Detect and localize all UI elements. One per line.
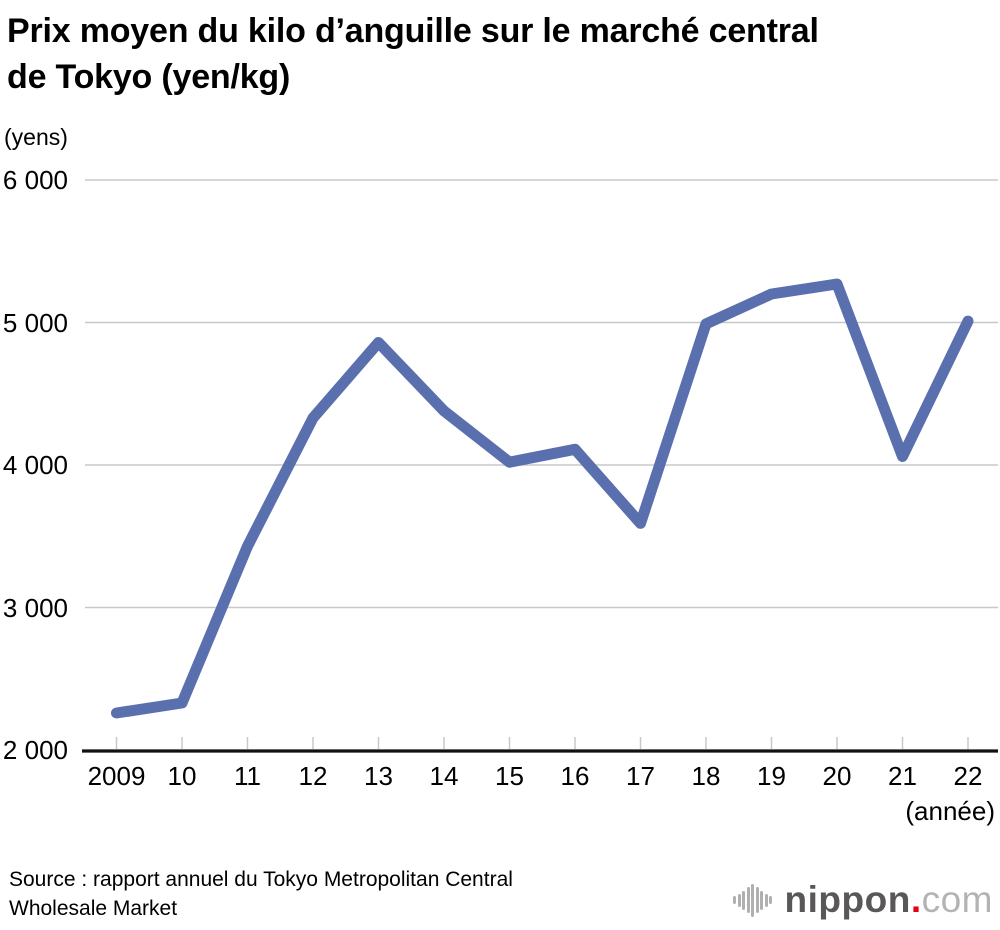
source-line2: Wholesale Market [9,897,178,920]
logo-dot: . [910,879,922,920]
y-tick-label-2000: 2 000 [2,735,68,765]
soundwave-bar [755,887,759,913]
nippon-logo: nippon.com [733,877,993,923]
soundwave-bar [733,896,737,904]
x-tick-label-2015: 15 [495,761,524,791]
y-tick-label-3000: 3 000 [2,592,68,623]
source-note: Source : rapport annuel du Tokyo Metropo… [9,865,513,923]
x-tick-label-2009: 2009 [87,761,146,791]
logo-tld: com [921,879,993,920]
soundwave-bar [760,890,764,910]
page-title-line2: de Tokyo (yen/kg) [7,58,291,96]
y-tick-label-6000: 6 000 [2,165,68,195]
page-title-line1: Prix moyen du kilo d’anguille sur le mar… [7,12,819,50]
x-tick-label-2022: 22 [953,761,983,791]
x-tick-label-2014: 14 [429,761,459,791]
page-title: Prix moyen du kilo d’anguille sur le mar… [7,8,819,100]
x-tick-label-2016: 16 [560,761,590,791]
x-tick-label-2012: 12 [298,761,328,791]
y-axis-unit-label: (yens) [4,124,68,150]
price-series-line [111,278,974,719]
x-tick-label-2017: 17 [626,761,655,791]
y-tick-label-4000: 4 000 [2,450,68,480]
soundwave-bar [769,896,773,904]
logo-brand: nippon [784,879,911,920]
soundwave-icon [733,880,774,920]
x-tick-label-2013: 13 [364,761,393,791]
soundwave-bar [746,887,750,913]
x-tick-label-2018: 18 [691,761,721,791]
x-tick-label-2011: 11 [234,761,261,791]
x-tick-label-2010: 10 [167,761,197,791]
soundwave-bar [742,890,746,910]
x-tick-label-2021: 21 [888,761,917,791]
x-tick-label-2020: 20 [822,761,852,791]
soundwave-bar [737,893,741,907]
soundwave-bar [764,893,768,907]
nippon-logo-text: nippon.com [785,879,993,921]
x-tick-label-2019: 19 [757,761,786,791]
soundwave-bar [751,883,755,917]
x-axis-unit-label: (année) [905,796,995,826]
source-line1: Source : rapport annuel du Tokyo Metropo… [9,868,513,891]
y-tick-label-5000: 5 000 [2,307,68,338]
